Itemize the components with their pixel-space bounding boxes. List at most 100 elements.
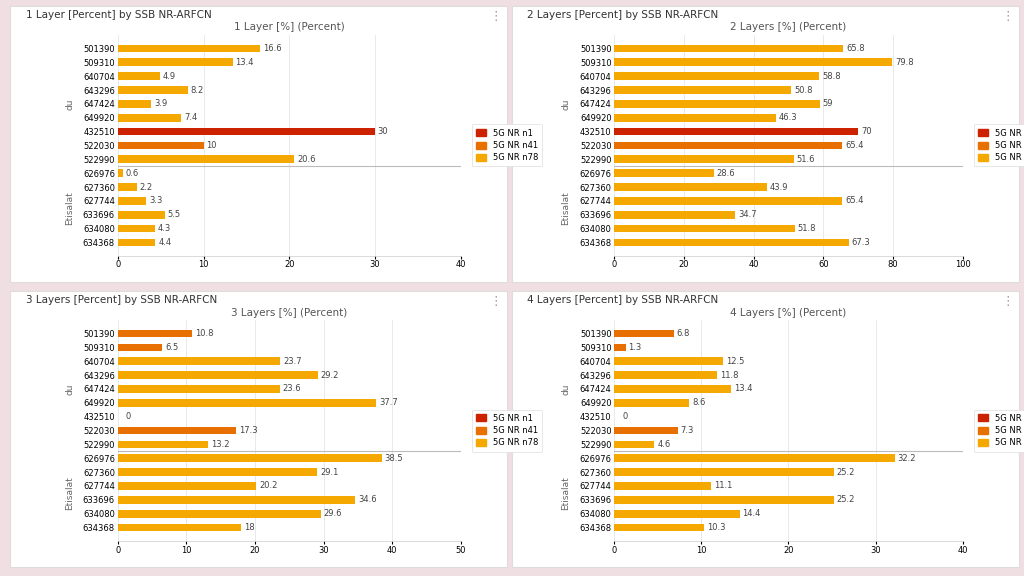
Text: 34.7: 34.7 [738, 210, 757, 219]
Bar [614, 128, 858, 135]
Text: 0: 0 [623, 412, 628, 421]
Bar [118, 211, 165, 218]
Bar [614, 142, 842, 149]
Text: 23.7: 23.7 [283, 357, 302, 366]
Bar [614, 225, 795, 232]
Bar [118, 86, 188, 94]
Bar [118, 427, 237, 434]
Bar [118, 330, 191, 338]
Bar [614, 372, 717, 379]
Text: 79.8: 79.8 [895, 58, 913, 67]
Text: 43.9: 43.9 [770, 183, 788, 191]
Title: 4 Layers [%] (Percent): 4 Layers [%] (Percent) [730, 308, 847, 317]
Bar [118, 496, 355, 503]
Text: 29.1: 29.1 [321, 468, 339, 476]
Text: 4.3: 4.3 [158, 224, 171, 233]
Bar [118, 45, 260, 52]
Text: 0: 0 [126, 412, 131, 421]
Text: 14.4: 14.4 [742, 509, 761, 518]
Text: 37.7: 37.7 [379, 399, 398, 407]
Text: 6.8: 6.8 [677, 329, 690, 338]
Text: 25.2: 25.2 [837, 495, 855, 505]
Text: du: du [66, 383, 74, 395]
Bar [614, 238, 849, 247]
Text: 70: 70 [861, 127, 871, 136]
Text: 29.2: 29.2 [321, 370, 339, 380]
Text: 65.4: 65.4 [845, 141, 863, 150]
Bar [118, 169, 123, 177]
Text: 11.1: 11.1 [714, 482, 732, 491]
Bar [118, 524, 242, 531]
Bar [614, 510, 739, 517]
Bar [614, 100, 820, 108]
Text: 7.3: 7.3 [681, 426, 694, 435]
Bar [118, 399, 377, 407]
Bar [614, 496, 834, 503]
Text: 10.3: 10.3 [707, 523, 725, 532]
Bar [118, 142, 204, 149]
Text: 2 Layers [Percent] by SSB NR-ARFCN: 2 Layers [Percent] by SSB NR-ARFCN [527, 10, 719, 20]
Bar [118, 468, 317, 476]
Bar [118, 100, 152, 108]
Bar [614, 169, 714, 177]
Bar [118, 183, 136, 191]
Bar [614, 454, 895, 462]
Text: 30: 30 [378, 127, 388, 136]
Text: Etisalat: Etisalat [66, 191, 74, 225]
Text: 6.5: 6.5 [165, 343, 178, 352]
Text: 67.3: 67.3 [852, 238, 870, 247]
Text: 13.4: 13.4 [734, 385, 753, 393]
Bar [614, 468, 834, 476]
Text: Etisalat: Etisalat [66, 476, 74, 510]
Text: 50.8: 50.8 [794, 85, 813, 94]
Text: 4.9: 4.9 [163, 71, 176, 81]
Bar [614, 156, 794, 163]
Bar [614, 482, 711, 490]
Bar [118, 225, 155, 232]
Text: 8.6: 8.6 [692, 399, 706, 407]
Bar [614, 399, 689, 407]
Bar [118, 197, 146, 204]
Text: 4.6: 4.6 [657, 440, 671, 449]
Text: 3 Layers [Percent] by SSB NR-ARFCN: 3 Layers [Percent] by SSB NR-ARFCN [26, 295, 217, 305]
Bar [614, 385, 731, 393]
Text: 10.8: 10.8 [195, 329, 213, 338]
Text: ⋮: ⋮ [489, 295, 502, 309]
Text: 11.8: 11.8 [720, 370, 738, 380]
Bar [614, 183, 767, 191]
Text: 25.2: 25.2 [837, 468, 855, 476]
Bar [614, 114, 775, 122]
Text: 34.6: 34.6 [358, 495, 377, 505]
Text: 65.4: 65.4 [845, 196, 863, 206]
Bar [614, 344, 626, 351]
Bar [118, 358, 281, 365]
Text: du: du [561, 383, 570, 395]
Text: 51.8: 51.8 [798, 224, 816, 233]
Text: 20.6: 20.6 [297, 155, 315, 164]
Bar [614, 45, 844, 52]
Text: 51.6: 51.6 [797, 155, 815, 164]
Text: 0.6: 0.6 [126, 169, 139, 177]
Text: 38.5: 38.5 [385, 454, 403, 463]
Text: 12.5: 12.5 [726, 357, 744, 366]
Text: 58.8: 58.8 [822, 71, 841, 81]
Bar [118, 128, 375, 135]
Text: Etisalat: Etisalat [561, 476, 570, 510]
Bar [614, 86, 792, 94]
Bar [118, 59, 232, 66]
Text: 3.9: 3.9 [154, 100, 167, 108]
Text: du: du [561, 98, 570, 109]
Bar [614, 358, 723, 365]
Text: 59: 59 [822, 100, 834, 108]
Bar [118, 344, 163, 351]
Text: 28.6: 28.6 [717, 169, 735, 177]
Text: 13.2: 13.2 [211, 440, 229, 449]
Legend: 5G NR n1, 5G NR n41, 5G NR n78: 5G NR n1, 5G NR n41, 5G NR n78 [974, 410, 1024, 452]
Bar [614, 73, 819, 80]
Text: 23.6: 23.6 [283, 385, 301, 393]
Text: 4 Layers [Percent] by SSB NR-ARFCN: 4 Layers [Percent] by SSB NR-ARFCN [527, 295, 719, 305]
Text: 18: 18 [244, 523, 255, 532]
Text: 1.3: 1.3 [629, 343, 642, 352]
Text: 1 Layer [Percent] by SSB NR-ARFCN: 1 Layer [Percent] by SSB NR-ARFCN [26, 10, 211, 20]
Text: 16.6: 16.6 [263, 44, 282, 53]
